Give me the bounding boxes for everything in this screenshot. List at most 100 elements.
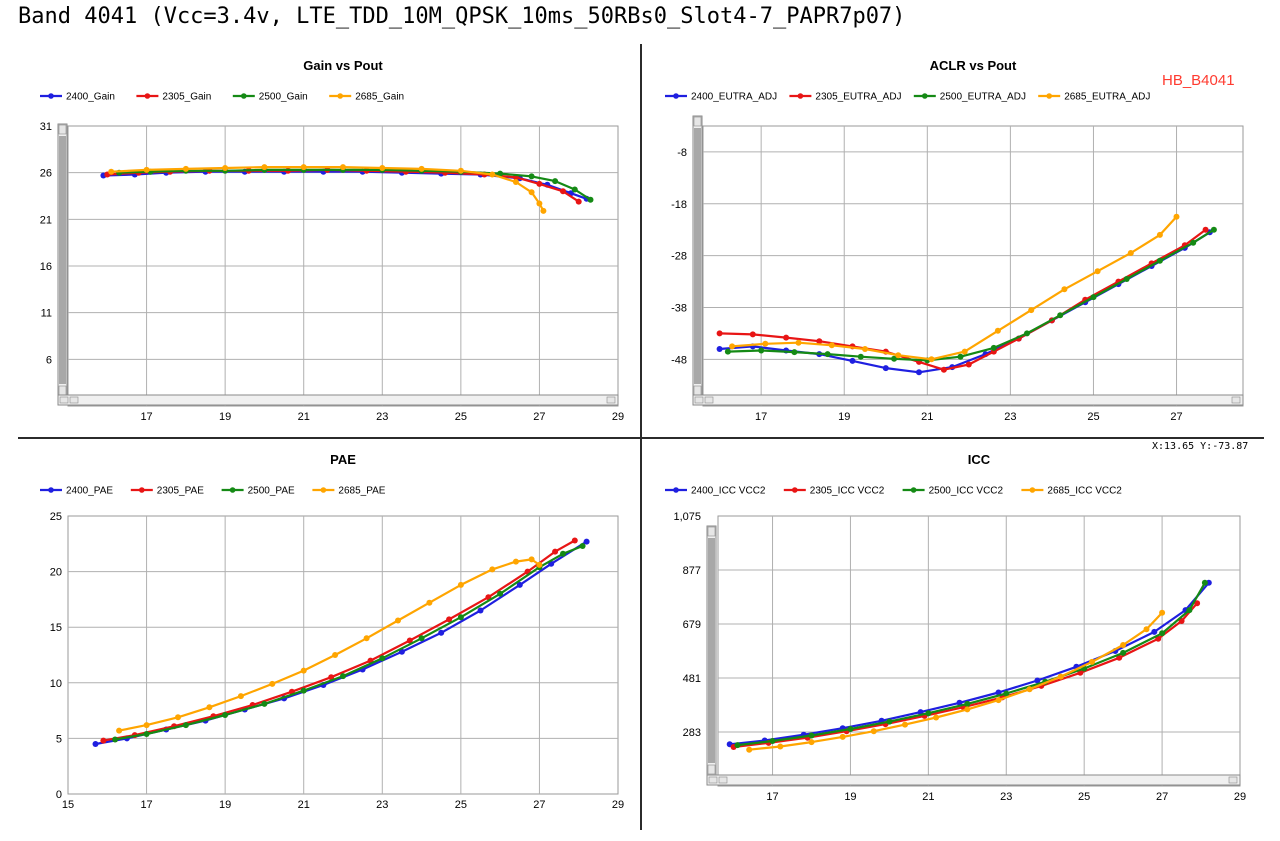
- icc-plot-area: [717, 515, 1241, 787]
- data-point: [536, 200, 543, 207]
- svg-text:2500_PAE: 2500_PAE: [248, 486, 295, 497]
- data-point: [1090, 294, 1097, 301]
- legend-item-icc-0: 2400_ICC VCC2: [665, 486, 766, 497]
- x-tick-label: 27: [533, 411, 545, 423]
- series-aclr-2: [724, 226, 1217, 364]
- data-point: [516, 581, 523, 588]
- quadrant-divider-horizontal: [18, 437, 1264, 439]
- coordinate-readout: X:13.65 Y:-73.87: [1152, 441, 1249, 452]
- svg-text:2500_EUTRA_ADJ: 2500_EUTRA_ADJ: [940, 92, 1026, 103]
- data-point: [816, 338, 823, 345]
- series-line: [114, 544, 584, 741]
- data-point: [1151, 628, 1158, 635]
- x-tick-label: 19: [844, 791, 856, 803]
- data-point: [328, 674, 335, 681]
- gain-chart-svg: Gain vs Pout 2400_Gain 2305_Gain 2500_Gain 2…: [40, 58, 624, 423]
- data-point: [964, 706, 971, 713]
- data-point: [363, 635, 370, 642]
- legend-item-gain-1: 2305_Gain: [136, 92, 211, 103]
- data-point: [1210, 226, 1217, 233]
- data-point: [583, 538, 590, 545]
- y-tick-label: 6: [46, 354, 52, 366]
- data-point: [1156, 257, 1163, 264]
- data-point: [112, 736, 119, 743]
- data-point: [512, 558, 519, 565]
- pae-chart-title: PAE: [330, 452, 356, 467]
- x-tick-label: 29: [612, 799, 624, 811]
- legend-item-pae-1: 2305_PAE: [130, 486, 204, 497]
- y-tick-label: 25: [50, 511, 62, 523]
- series-line: [118, 558, 541, 732]
- x-tick-label: 25: [1078, 791, 1090, 803]
- legend-item-icc-1: 2305_ICC VCC2: [783, 486, 885, 497]
- data-point: [729, 343, 736, 350]
- x-tick-label: 17: [140, 411, 152, 423]
- data-point: [108, 168, 115, 175]
- data-point: [808, 732, 815, 739]
- data-point: [1156, 231, 1163, 238]
- y-tick-label: -48: [671, 354, 687, 366]
- y-tick-label: -8: [677, 147, 687, 159]
- svg-text:2685_ICC VCC2: 2685_ICC VCC2: [1047, 486, 1122, 497]
- data-point: [571, 186, 578, 193]
- page-title: Band 4041 (Vcc=3.4v, LTE_TDD_10M_QPSK_10…: [18, 4, 906, 29]
- data-point: [990, 344, 997, 351]
- gain-chart-title: Gain vs Pout: [303, 58, 383, 73]
- data-point: [552, 548, 559, 555]
- data-point: [961, 348, 968, 355]
- data-point: [902, 721, 908, 728]
- y-tick-label: -28: [671, 251, 687, 263]
- data-point: [512, 179, 519, 185]
- series-icc-2: [734, 579, 1208, 749]
- gain-horizontal-scrollbar[interactable]: [57, 394, 619, 406]
- y-tick-label: 481: [683, 673, 701, 685]
- svg-text:2305_PAE: 2305_PAE: [157, 486, 204, 497]
- data-point: [749, 331, 756, 338]
- data-point: [716, 346, 723, 352]
- data-point: [746, 746, 753, 753]
- svg-text:2400_EUTRA_ADJ: 2400_EUTRA_ADJ: [691, 92, 777, 103]
- data-point: [560, 188, 566, 195]
- icc-vertical-scrollbar[interactable]: [706, 525, 717, 776]
- data-point: [457, 167, 464, 174]
- data-point: [964, 700, 971, 707]
- data-point: [528, 189, 535, 196]
- data-point: [783, 334, 790, 341]
- data-point: [457, 581, 464, 588]
- series-icc-1: [730, 600, 1201, 750]
- data-point: [1173, 213, 1180, 220]
- legend-item-aclr-1: 2305_EUTRA_ADJ: [789, 92, 902, 103]
- aclr-vertical-scrollbar[interactable]: [692, 115, 703, 397]
- data-point: [1159, 609, 1166, 616]
- legend-item-pae-0: 2400_PAE: [40, 486, 113, 497]
- x-tick-label: 27: [1156, 791, 1168, 803]
- data-point: [300, 687, 307, 694]
- data-point: [489, 566, 496, 573]
- icc-horizontal-scrollbar[interactable]: [706, 774, 1241, 786]
- x-tick-label: 27: [533, 799, 545, 811]
- aclr-horizontal-scrollbar[interactable]: [692, 394, 1244, 406]
- svg-text:2305_EUTRA_ADJ: 2305_EUTRA_ADJ: [815, 92, 901, 103]
- data-point: [839, 733, 846, 740]
- svg-text:2500_ICC VCC2: 2500_ICC VCC2: [929, 486, 1004, 497]
- gain-vertical-scrollbar[interactable]: [57, 123, 68, 397]
- x-tick-label: 23: [376, 411, 388, 423]
- x-tick-label: 17: [140, 799, 152, 811]
- x-tick-label: 29: [1234, 791, 1246, 803]
- legend-item-aclr-0: 2400_EUTRA_ADJ: [665, 92, 777, 103]
- data-point: [143, 731, 150, 737]
- x-tick-label: 23: [376, 799, 388, 811]
- x-tick-label: 25: [1087, 411, 1099, 423]
- data-point: [777, 743, 784, 750]
- data-point: [1089, 658, 1095, 665]
- series-gain-3: [108, 164, 547, 214]
- data-point: [116, 727, 123, 734]
- data-point: [1120, 649, 1127, 656]
- series-line: [729, 582, 1210, 746]
- pae-chart: PAE 2400_PAE 2305_PAE 2500_PAE 2685_PAE 15 17 1…: [18, 440, 638, 830]
- data-point: [824, 351, 831, 358]
- data-point: [206, 704, 213, 711]
- y-tick-label: -38: [671, 302, 687, 314]
- data-point: [143, 166, 150, 173]
- data-point: [795, 339, 802, 346]
